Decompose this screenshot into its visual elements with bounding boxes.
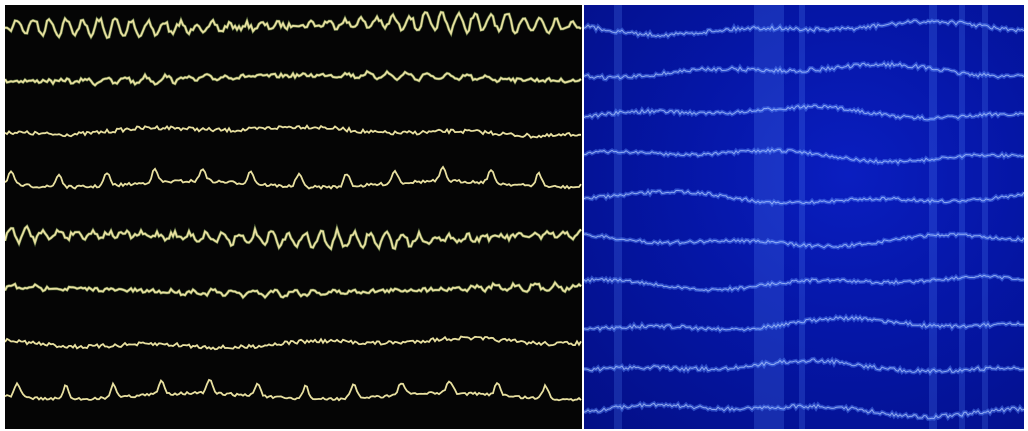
waveform-trace-highlight [5, 223, 582, 252]
spectral-band [799, 5, 805, 429]
spectral-trace [584, 19, 1024, 38]
waveform-trace [5, 124, 582, 139]
waveform-trace [5, 11, 582, 39]
waveform-traces [5, 10, 582, 402]
spectral-panel [584, 5, 1024, 429]
spectral-trace [584, 104, 1024, 121]
spectral-trace [584, 148, 1024, 165]
waveform-trace [5, 280, 582, 299]
waveform-trace [5, 224, 582, 251]
waveform-trace [5, 70, 582, 87]
waveform-trace [5, 378, 582, 402]
spectral-traces [584, 5, 1024, 429]
waveform-panel [5, 5, 582, 429]
spectral-trace [584, 62, 1024, 81]
spectral-trace [584, 189, 1024, 205]
spectral-trace [584, 358, 1024, 374]
spectral-trace [584, 233, 1024, 249]
waveform-trace [5, 335, 582, 351]
spectral-band [754, 5, 784, 429]
spectral-band [982, 5, 988, 429]
spectral-trace [584, 315, 1024, 332]
spectral-band [929, 5, 937, 429]
spectral-band [959, 5, 965, 429]
spectral-trace [584, 274, 1024, 292]
waveform-trace [5, 165, 582, 190]
spectral-trace [584, 402, 1024, 420]
spectral-band [614, 5, 622, 429]
